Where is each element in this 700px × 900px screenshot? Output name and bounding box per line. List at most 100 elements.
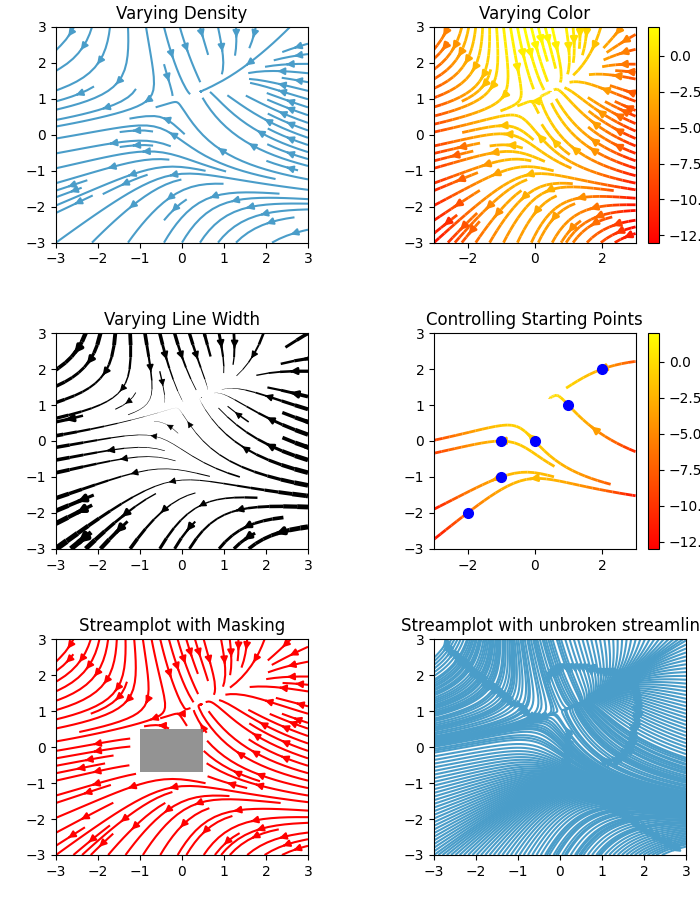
FancyArrowPatch shape [252,817,259,823]
FancyArrowPatch shape [572,147,580,154]
FancyArrowPatch shape [143,148,150,154]
FancyArrowPatch shape [619,670,625,677]
FancyArrowPatch shape [253,832,260,838]
FancyArrowPatch shape [569,788,576,794]
FancyArrowPatch shape [565,746,571,752]
FancyArrowPatch shape [447,644,453,652]
FancyArrowPatch shape [267,219,274,224]
FancyArrowPatch shape [87,662,93,669]
FancyArrowPatch shape [253,30,258,37]
FancyArrowPatch shape [89,835,97,842]
FancyArrowPatch shape [640,827,648,832]
FancyArrowPatch shape [86,756,93,761]
FancyArrowPatch shape [287,108,295,112]
FancyArrowPatch shape [633,822,640,827]
FancyArrowPatch shape [245,533,253,539]
FancyArrowPatch shape [267,444,275,450]
FancyArrowPatch shape [287,166,295,172]
FancyArrowPatch shape [638,823,645,828]
FancyArrowPatch shape [507,699,513,706]
FancyArrowPatch shape [621,110,629,115]
FancyArrowPatch shape [634,723,640,729]
FancyArrowPatch shape [625,747,632,752]
FancyArrowPatch shape [510,700,517,706]
FancyArrowPatch shape [634,667,640,673]
FancyArrowPatch shape [499,122,508,128]
FancyArrowPatch shape [634,666,641,672]
FancyArrowPatch shape [116,683,122,691]
FancyArrowPatch shape [634,697,640,702]
FancyArrowPatch shape [461,659,468,665]
FancyArrowPatch shape [617,670,623,677]
FancyArrowPatch shape [178,351,183,359]
FancyArrowPatch shape [104,676,111,683]
FancyArrowPatch shape [534,207,541,215]
FancyArrowPatch shape [244,522,252,527]
FancyArrowPatch shape [477,672,484,679]
FancyArrowPatch shape [556,780,562,786]
FancyArrowPatch shape [258,774,265,778]
FancyArrowPatch shape [237,752,244,759]
FancyArrowPatch shape [531,713,538,718]
FancyArrowPatch shape [94,669,101,676]
FancyArrowPatch shape [573,790,580,796]
FancyArrowPatch shape [562,759,569,765]
FancyArrowPatch shape [659,838,666,843]
FancyArrowPatch shape [533,42,538,50]
FancyArrowPatch shape [283,640,290,647]
FancyArrowPatch shape [618,810,625,815]
FancyArrowPatch shape [282,726,290,732]
FancyArrowPatch shape [586,794,592,799]
FancyArrowPatch shape [557,779,564,785]
FancyArrowPatch shape [640,825,646,831]
FancyArrowPatch shape [592,122,600,129]
FancyArrowPatch shape [590,204,598,209]
FancyArrowPatch shape [200,327,205,336]
FancyArrowPatch shape [615,27,623,34]
FancyArrowPatch shape [606,804,612,809]
FancyArrowPatch shape [120,384,127,392]
FancyArrowPatch shape [162,351,167,359]
FancyArrowPatch shape [134,142,140,148]
FancyArrowPatch shape [561,770,567,775]
FancyArrowPatch shape [634,699,641,705]
FancyArrowPatch shape [69,182,76,187]
FancyArrowPatch shape [488,684,494,690]
FancyArrowPatch shape [535,714,542,719]
FancyArrowPatch shape [448,649,454,655]
FancyArrowPatch shape [280,686,287,691]
FancyArrowPatch shape [624,232,633,238]
FancyArrowPatch shape [634,694,640,699]
FancyArrowPatch shape [571,664,576,671]
FancyArrowPatch shape [267,418,275,423]
FancyArrowPatch shape [615,670,621,678]
FancyArrowPatch shape [577,194,585,200]
FancyArrowPatch shape [232,340,237,348]
FancyArrowPatch shape [82,814,90,819]
FancyArrowPatch shape [458,657,464,664]
FancyArrowPatch shape [622,749,629,755]
FancyArrowPatch shape [558,664,563,671]
FancyArrowPatch shape [565,740,571,746]
FancyArrowPatch shape [554,780,561,786]
FancyArrowPatch shape [551,784,557,789]
FancyArrowPatch shape [121,455,127,461]
FancyArrowPatch shape [492,684,498,690]
FancyArrowPatch shape [538,714,545,719]
FancyArrowPatch shape [206,655,211,663]
FancyArrowPatch shape [109,164,116,169]
FancyArrowPatch shape [629,740,636,746]
FancyArrowPatch shape [609,806,616,812]
FancyArrowPatch shape [253,734,260,740]
FancyArrowPatch shape [228,782,235,788]
Title: Streamplot with unbroken streamlines: Streamplot with unbroken streamlines [401,617,700,635]
FancyArrowPatch shape [94,768,101,773]
FancyArrowPatch shape [456,176,465,181]
FancyArrowPatch shape [568,224,576,232]
FancyArrowPatch shape [553,42,559,50]
FancyArrowPatch shape [188,422,193,428]
FancyArrowPatch shape [560,776,567,781]
FancyArrowPatch shape [624,106,633,112]
FancyArrowPatch shape [616,809,622,814]
FancyArrowPatch shape [531,475,539,481]
